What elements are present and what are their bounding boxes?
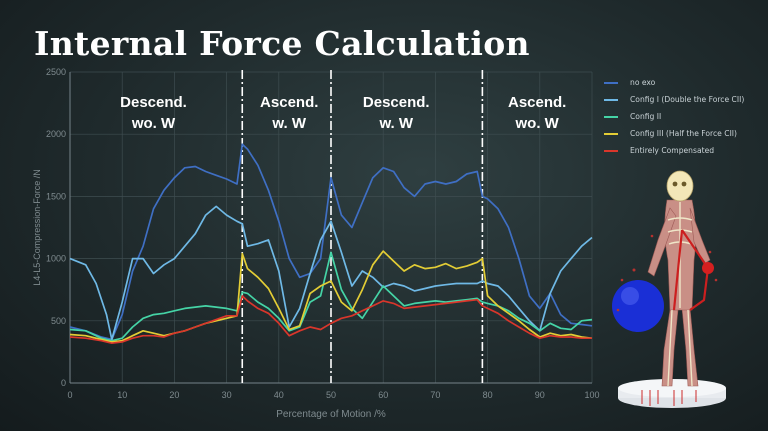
y-axis-title: L4-L5-Compression-Force /N — [32, 169, 42, 286]
legend-label: Config III (Half the Force CII) — [630, 129, 738, 138]
y-tick-label: 1000 — [46, 254, 66, 264]
legend-item: Config III (Half the Force CII) — [604, 125, 766, 142]
legend-swatch — [604, 81, 618, 84]
phase-label-line1: Ascend. — [260, 94, 318, 111]
force-line-chart: 0 500 1000 1500 2000 2500 0 10 20 30 40 50 60 70 80 90 1… — [32, 67, 600, 420]
legend-item: no exo — [604, 74, 766, 91]
x-axis-title: Percentage of Motion /% — [276, 409, 386, 420]
y-tick-label: 500 — [51, 316, 66, 326]
phase-label-line2: w. W — [378, 115, 413, 132]
y-tick-label: 1500 — [46, 191, 66, 201]
skull-icon — [666, 170, 694, 202]
x-tick-label: 40 — [274, 390, 284, 400]
x-tick-label: 20 — [169, 390, 179, 400]
y-tick-label: 2500 — [46, 67, 66, 77]
legend-label: Config I (Double the Force CII) — [630, 95, 745, 104]
legend-item: Config I (Double the Force CII) — [604, 91, 766, 108]
exo-joint-icon — [702, 262, 714, 274]
legend-swatch — [604, 132, 618, 135]
phase-label-line2: wo. W — [131, 115, 176, 132]
load-ball-icon — [612, 280, 664, 332]
legend-item: Entirely Compensated — [604, 142, 766, 159]
axis-labels: Descend. wo. W Ascend. w. W Descend. w. W Asce… — [120, 94, 566, 132]
x-tick-label: 70 — [430, 390, 440, 400]
series-line — [69, 251, 593, 342]
legend-label: no exo — [630, 78, 656, 87]
phase-label-line2: w. W — [271, 115, 306, 132]
slide-title: Internal Force Calculation — [34, 24, 530, 63]
phase-label-line1: Descend. — [363, 94, 430, 111]
y-tick-label: 2000 — [46, 129, 66, 139]
chart-legend: no exo Config I (Double the Force CII) C… — [604, 74, 766, 159]
x-tick-label: 50 — [326, 390, 336, 400]
force-arrows-icon — [641, 390, 697, 406]
axes: 0 500 1000 1500 2000 2500 0 10 20 30 40 50 60 70 80 90 1… — [32, 67, 600, 420]
y-tick-label: 0 — [61, 378, 66, 388]
legend-swatch — [604, 149, 618, 152]
series-line — [69, 143, 593, 341]
exo-frame-icon — [672, 229, 710, 311]
x-tick-label: 60 — [378, 390, 388, 400]
x-tick-label: 80 — [483, 390, 493, 400]
x-tick-label: 30 — [222, 390, 232, 400]
exoskeleton-figure-icon — [612, 170, 726, 408]
legend-label: Config II — [630, 112, 662, 121]
legend-item: Config II — [604, 108, 766, 125]
x-tick-label: 10 — [117, 390, 127, 400]
phase-label-line2: wo. W — [515, 115, 560, 132]
x-tick-label: 100 — [584, 390, 599, 400]
series-lines — [69, 143, 593, 345]
legend-label: Entirely Compensated — [630, 146, 715, 155]
phase-label-line1: Ascend. — [508, 94, 566, 111]
phase-label-line1: Descend. — [120, 94, 187, 111]
x-tick-label: 90 — [535, 390, 545, 400]
x-tick-label: 0 — [67, 390, 72, 400]
legend-swatch — [604, 98, 618, 101]
series-line — [69, 295, 592, 345]
legend-swatch — [604, 115, 618, 118]
series-line — [69, 205, 593, 341]
